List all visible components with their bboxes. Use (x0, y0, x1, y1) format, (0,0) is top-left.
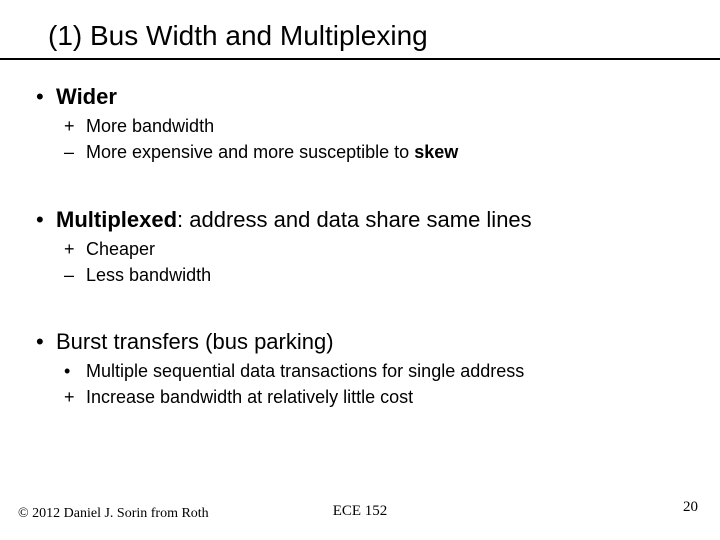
bullet-marker: + (64, 237, 75, 261)
sub-bold: skew (414, 142, 458, 162)
slide-body: Wider + More bandwidth – More expensive … (34, 78, 690, 412)
footer-page-number: 20 (683, 499, 698, 516)
sub-bullet: + Cheaper (34, 237, 690, 261)
bullet-marker: • (64, 359, 70, 383)
bullet-marker: + (64, 114, 75, 138)
sub-text: Less bandwidth (86, 265, 211, 285)
footer-course: ECE 152 (0, 503, 720, 520)
spacer (34, 167, 690, 201)
spacer (34, 289, 690, 323)
sub-text: More expensive and more susceptible to (86, 142, 414, 162)
sub-bullet: • Multiple sequential data transactions … (34, 359, 690, 383)
title-underline (0, 58, 720, 60)
sub-bullet: + More bandwidth (34, 114, 690, 138)
sub-bullet: + Increase bandwidth at relatively littl… (34, 385, 690, 409)
sub-text: Cheaper (86, 239, 155, 259)
bullet-bold: Multiplexed (56, 207, 177, 232)
sub-text: More bandwidth (86, 116, 214, 136)
sub-text: Multiple sequential data transactions fo… (86, 361, 524, 381)
bullet-burst: Burst transfers (bus parking) (34, 329, 690, 355)
bullet-text: Burst transfers (bus parking) (56, 329, 334, 354)
slide-title: (1) Bus Width and Multiplexing (48, 20, 428, 52)
bullet-text: : address and data share same lines (177, 207, 532, 232)
bullet-marker: + (64, 385, 75, 409)
sub-bullet: – Less bandwidth (34, 263, 690, 287)
sub-text: Increase bandwidth at relatively little … (86, 387, 413, 407)
bullet-bold: Wider (56, 84, 117, 109)
slide: (1) Bus Width and Multiplexing Wider + M… (0, 0, 720, 540)
bullet-marker: – (64, 140, 74, 164)
bullet-marker: – (64, 263, 74, 287)
bullet-wider: Wider (34, 84, 690, 110)
sub-bullet: – More expensive and more susceptible to… (34, 140, 690, 164)
bullet-multiplexed: Multiplexed: address and data share same… (34, 207, 690, 233)
